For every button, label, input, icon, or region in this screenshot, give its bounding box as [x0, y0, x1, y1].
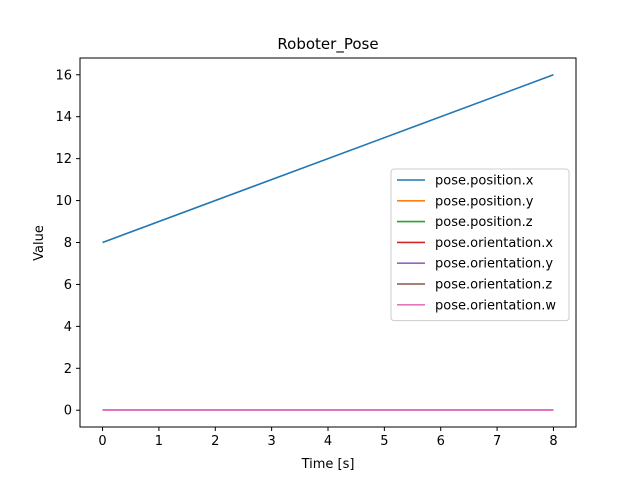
y-axis-label: Value [32, 225, 47, 261]
legend-label-2: pose.position.z [435, 215, 533, 230]
x-tick-label-2: 2 [211, 434, 219, 449]
chart-title: Roboter_Pose [277, 35, 378, 54]
y-tick-label-1: 2 [64, 362, 72, 377]
legend-label-4: pose.orientation.y [435, 257, 553, 272]
x-tick-label-6: 6 [437, 434, 445, 449]
series-line-0 [102, 74, 554, 244]
y-tick-label-7: 14 [55, 110, 72, 125]
y-tick-label-3: 6 [64, 278, 72, 293]
legend-label-3: pose.orientation.x [435, 236, 553, 251]
x-tick-label-7: 7 [493, 434, 501, 449]
plot-lines [102, 74, 554, 412]
y-tick-label-0: 0 [64, 404, 72, 419]
x-axis-label: Time [s] [301, 457, 355, 472]
legend-label-5: pose.orientation.z [435, 278, 552, 293]
legend-label-0: pose.position.x [435, 174, 534, 189]
x-axis: 0 1 2 3 4 5 6 7 8 [98, 427, 558, 449]
legend-box [390, 168, 570, 322]
legend-label-6: pose.orientation.w [435, 298, 556, 313]
x-tick-label-0: 0 [98, 434, 106, 449]
y-axis: 0 2 4 6 8 10 12 14 16 [55, 68, 80, 419]
legend: pose.position.x pose.position.y pose.posit… [390, 168, 570, 322]
y-tick-label-6: 12 [55, 152, 72, 167]
x-tick-label-1: 1 [155, 434, 163, 449]
x-tick-label-3: 3 [267, 434, 275, 449]
y-tick-label-5: 10 [55, 194, 72, 209]
x-tick-label-4: 4 [324, 434, 332, 449]
y-tick-label-8: 16 [55, 68, 72, 83]
y-tick-label-4: 8 [64, 236, 72, 251]
x-tick-label-5: 5 [380, 434, 388, 449]
legend-label-1: pose.position.y [435, 194, 534, 209]
x-tick-label-8: 8 [549, 434, 557, 449]
y-tick-label-2: 4 [64, 320, 72, 335]
